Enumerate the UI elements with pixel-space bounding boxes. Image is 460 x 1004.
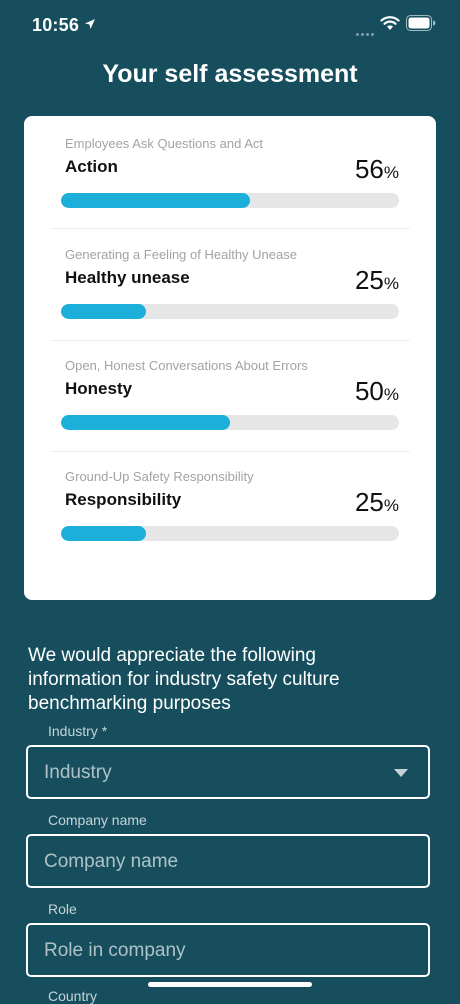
progress-track	[61, 526, 399, 541]
progress-track	[61, 415, 399, 430]
status-time: 10:56	[32, 15, 80, 35]
metric-value: 25%	[355, 265, 399, 296]
assessment-item-action: Employees Ask Questions and Act Action 5…	[50, 116, 414, 227]
metric-unit: %	[383, 163, 399, 182]
metric-number: 50	[354, 376, 384, 406]
industry-label: Industry *	[48, 723, 108, 739]
metric-unit: %	[383, 385, 399, 404]
metric-value: 25%	[355, 487, 399, 518]
metric-title: Action	[65, 157, 118, 176]
chevron-down-icon	[394, 769, 408, 777]
metric-number: 56	[354, 154, 384, 184]
location-arrow-icon	[85, 19, 95, 29]
metric-title: Responsibility	[65, 490, 182, 509]
company-name-input[interactable]: Company name	[26, 834, 430, 888]
home-indicator	[148, 982, 312, 987]
assessment-item-honesty: Open, Honest Conversations About Errors …	[50, 338, 414, 449]
metric-title: Honesty	[65, 379, 133, 398]
page-title: Your self assessment	[102, 60, 358, 88]
company-name-placeholder: Company name	[44, 851, 179, 872]
metric-subtitle: Employees Ask Questions and Act	[65, 136, 263, 151]
progress-fill	[61, 415, 230, 430]
battery-icon	[406, 15, 436, 31]
progress-fill	[61, 526, 146, 541]
progress-track	[61, 193, 399, 208]
metric-number: 25	[354, 265, 384, 295]
role-label: Role	[48, 901, 77, 917]
divider	[50, 451, 410, 452]
progress-fill	[61, 193, 251, 208]
status-bar: 10:56	[0, 0, 460, 50]
divider	[50, 228, 410, 229]
metric-unit: %	[383, 496, 399, 515]
progress-fill	[61, 304, 146, 319]
progress-track	[61, 304, 399, 319]
metric-subtitle: Ground-Up Safety Responsibility	[65, 469, 254, 484]
assessment-card: Employees Ask Questions and Act Action 5…	[24, 116, 436, 600]
benchmark-intro-text: We would appreciate the following inform…	[28, 645, 340, 714]
metric-unit: %	[383, 274, 399, 293]
metric-subtitle: Generating a Feeling of Healthy Unease	[65, 247, 297, 262]
divider	[50, 340, 410, 341]
metric-subtitle: Open, Honest Conversations About Errors	[65, 358, 308, 373]
metric-value: 50%	[355, 376, 399, 407]
role-placeholder: Role in company	[44, 940, 186, 961]
company-name-label: Company name	[48, 812, 147, 828]
metric-value: 56%	[355, 154, 399, 185]
cellular-signal-icon	[356, 23, 376, 41]
assessment-item-healthy-unease: Generating a Feeling of Healthy Unease H…	[50, 227, 414, 338]
industry-select[interactable]: Industry	[26, 745, 430, 799]
metric-number: 25	[354, 487, 384, 517]
industry-placeholder: Industry	[44, 762, 112, 783]
country-label: Country	[48, 988, 98, 1004]
metric-title: Healthy unease	[65, 268, 190, 287]
assessment-item-responsibility: Ground-Up Safety Responsibility Responsi…	[50, 449, 414, 560]
role-input[interactable]: Role in company	[26, 923, 430, 977]
wifi-icon	[380, 16, 400, 30]
